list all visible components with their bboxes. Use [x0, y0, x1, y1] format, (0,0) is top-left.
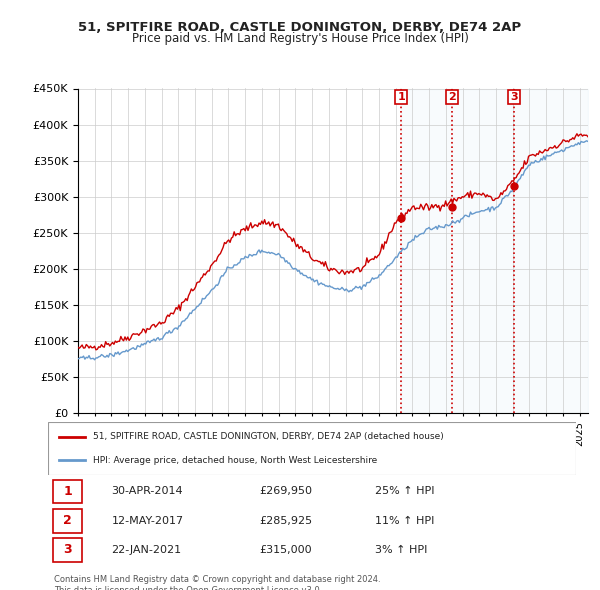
FancyBboxPatch shape: [53, 538, 82, 562]
Text: 51, SPITFIRE ROAD, CASTLE DONINGTON, DERBY, DE74 2AP (detached house): 51, SPITFIRE ROAD, CASTLE DONINGTON, DER…: [93, 432, 443, 441]
Text: 1: 1: [63, 485, 72, 498]
Text: £315,000: £315,000: [259, 545, 312, 555]
Text: 3% ↑ HPI: 3% ↑ HPI: [376, 545, 428, 555]
Text: Price paid vs. HM Land Registry's House Price Index (HPI): Price paid vs. HM Land Registry's House …: [131, 32, 469, 45]
FancyBboxPatch shape: [48, 422, 576, 475]
Text: 11% ↑ HPI: 11% ↑ HPI: [376, 516, 435, 526]
FancyBboxPatch shape: [53, 480, 82, 503]
Text: 12-MAY-2017: 12-MAY-2017: [112, 516, 184, 526]
Text: 51, SPITFIRE ROAD, CASTLE DONINGTON, DERBY, DE74 2AP: 51, SPITFIRE ROAD, CASTLE DONINGTON, DER…: [79, 21, 521, 34]
Text: 1: 1: [397, 92, 405, 102]
FancyBboxPatch shape: [53, 509, 82, 533]
Text: 22-JAN-2021: 22-JAN-2021: [112, 545, 181, 555]
Text: 25% ↑ HPI: 25% ↑ HPI: [376, 486, 435, 496]
Text: HPI: Average price, detached house, North West Leicestershire: HPI: Average price, detached house, Nort…: [93, 455, 377, 464]
Text: £285,925: £285,925: [259, 516, 313, 526]
Text: 3: 3: [63, 543, 72, 556]
Text: 3: 3: [510, 92, 518, 102]
Text: Contains HM Land Registry data © Crown copyright and database right 2024.
This d: Contains HM Land Registry data © Crown c…: [54, 575, 380, 590]
Text: 2: 2: [63, 514, 72, 527]
Text: 2: 2: [448, 92, 456, 102]
Text: 30-APR-2014: 30-APR-2014: [112, 486, 183, 496]
Text: £269,950: £269,950: [259, 486, 312, 496]
